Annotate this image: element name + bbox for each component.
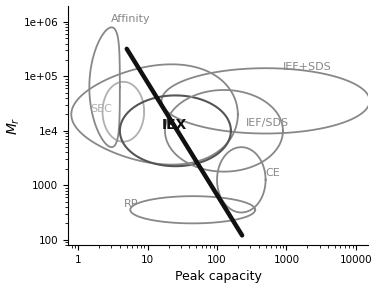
- Y-axis label: $M_r$: $M_r$: [6, 116, 22, 135]
- Text: IEF+SDS: IEF+SDS: [283, 62, 332, 72]
- Text: IEF/SDS: IEF/SDS: [246, 118, 289, 129]
- Text: CE: CE: [265, 168, 280, 178]
- Text: IEX: IEX: [162, 118, 187, 131]
- X-axis label: Peak capacity: Peak capacity: [175, 271, 262, 284]
- Text: RP: RP: [124, 199, 138, 209]
- Text: SEC: SEC: [90, 104, 112, 114]
- Text: Affinity: Affinity: [112, 14, 151, 24]
